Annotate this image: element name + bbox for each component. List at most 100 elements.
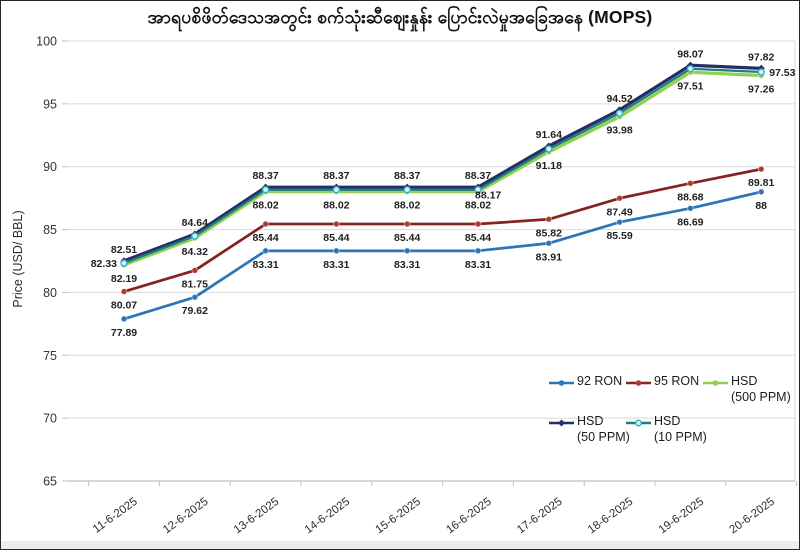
- data-point-marker: [261, 186, 270, 194]
- data-point-marker: [191, 232, 199, 240]
- data-point-marker: [687, 180, 694, 187]
- x-tick-label: 12-6-2025: [161, 496, 210, 537]
- data-point-marker: [757, 188, 765, 196]
- x-tick-label: 17-6-2025: [515, 496, 564, 537]
- legend-label: HSD: [577, 414, 604, 429]
- data-labels-hsd-50-ppm: 82.51 84.64 88.37 88.37 88.37 88.37 91.64 94.52…: [111, 48, 775, 256]
- y-tick-label: 85: [43, 223, 57, 237]
- data-point-marker: [545, 215, 553, 223]
- data-point-marker: [191, 293, 199, 301]
- x-tick-label: 13-6-2025: [232, 496, 281, 537]
- series-line-95-ron: [122, 167, 763, 293]
- data-point-marker: [474, 247, 482, 255]
- legend-sublabel: (50 PPM): [577, 429, 630, 444]
- data-point-marker: [403, 247, 411, 255]
- data-point-marker: [333, 220, 340, 228]
- data-point-marker: [262, 247, 269, 255]
- data-point-marker: [120, 315, 128, 323]
- data-label: 97.51: [677, 80, 703, 92]
- x-tick-label: 11-6-2025: [91, 496, 140, 536]
- series-line-hsd-500-ppm: [122, 70, 763, 267]
- data-label: 85.44: [394, 232, 420, 244]
- data-label: 88.17: [475, 190, 501, 202]
- y-axis-ticks: 65 70 75 80 85 90 95 100: [36, 35, 67, 489]
- data-label: 97.82: [748, 51, 774, 63]
- data-labels-92-ron: 77.89 79.62 83.31 83.31 83.31 83.31 83.91 85.59…: [111, 200, 767, 339]
- data-label: 81.75: [182, 278, 208, 290]
- x-tick-label: 18-6-2025: [586, 496, 635, 537]
- data-point-marker: [615, 109, 624, 117]
- gridlines: [67, 40, 796, 481]
- legend-marker-92-ron: [549, 380, 574, 386]
- x-tick-label: 20-6-2025: [727, 496, 776, 537]
- legend-item-hsd-10-ppm: HSD (10 PPM): [626, 414, 707, 445]
- legend-label: 95 RON: [654, 374, 700, 388]
- data-label: 97.53: [769, 67, 795, 79]
- y-tick-label: 80: [43, 286, 57, 300]
- x-tick-label: 15-6-2025: [373, 496, 422, 537]
- x-tick-label: 19-6-2025: [657, 496, 706, 537]
- data-point-marker: [616, 218, 623, 226]
- data-label: 98.07: [677, 48, 703, 60]
- series-hsd-50-ppm: [120, 61, 765, 265]
- data-label: 83.31: [252, 259, 278, 271]
- data-point-marker: [686, 65, 695, 73]
- data-label: 82.19: [111, 273, 137, 285]
- data-label: 83.31: [394, 259, 420, 271]
- chart-legend: 92 RON 95 RON HSD (500 PPM) HSD (50 PPM) HSD (1…: [549, 374, 791, 455]
- data-label: 88.68: [677, 191, 703, 203]
- data-point-marker: [333, 247, 340, 255]
- data-label: 94.52: [606, 93, 632, 105]
- data-label: 88.02: [394, 200, 420, 212]
- data-label: 88.37: [323, 170, 349, 182]
- data-point-marker: [687, 205, 694, 212]
- bottom-strip: [1, 541, 799, 549]
- data-point-marker: [545, 239, 553, 247]
- data-label: 86.69: [677, 216, 703, 228]
- y-tick-label: 90: [43, 160, 57, 174]
- data-label: 83.31: [465, 259, 491, 271]
- data-point-marker: [262, 220, 269, 228]
- legend-label: HSD: [654, 414, 681, 429]
- legend-label: HSD: [731, 374, 758, 388]
- series-hsd-10-ppm: [120, 65, 765, 267]
- data-labels-hsd-500-ppm: 82.19 84.32 88.02 88.02 88.02 88.02 91.18 93.98…: [111, 80, 775, 285]
- data-point-marker: [403, 186, 411, 194]
- legend-item-95-ron: 95 RON: [626, 374, 703, 405]
- data-point-marker: [545, 145, 553, 153]
- y-tick-label: 75: [43, 349, 57, 363]
- data-label: 83.91: [536, 251, 562, 263]
- data-label: 88.37: [394, 170, 420, 182]
- data-label: 97.26: [748, 83, 774, 95]
- data-label: 80.07: [111, 300, 137, 312]
- data-label: 88.02: [323, 200, 349, 212]
- series-line-92-ron: [122, 190, 763, 321]
- data-label: 93.98: [606, 125, 632, 137]
- data-label: 89.81: [748, 177, 774, 189]
- series-line-hsd-50-ppm: [122, 63, 763, 263]
- legend-item-92-ron: 92 RON: [549, 374, 626, 405]
- data-point-marker: [120, 259, 128, 267]
- data-point-marker: [474, 186, 482, 194]
- data-label: 87.49: [606, 206, 632, 218]
- legend-marker-95-ron: [626, 380, 651, 386]
- data-point-marker: [191, 267, 199, 274]
- data-point-marker: [474, 220, 482, 228]
- data-label: 82.33: [91, 258, 117, 270]
- series-line-hsd-10-ppm: [122, 67, 763, 265]
- data-point-marker: [757, 68, 765, 76]
- data-label: 79.62: [182, 305, 208, 317]
- data-labels-hsd-10-ppm: 82.33 88.17 97.53: [91, 67, 796, 270]
- data-label: 82.51: [111, 244, 137, 256]
- x-axis-labels: 11-6-2025 12-6-2025 13-6-2025 14-6-2025 15-6…: [88, 481, 798, 537]
- series-95-ron: [120, 165, 765, 295]
- legend-marker-hsd-10-ppm: [626, 419, 651, 427]
- legend-sublabel: (500 PPM): [731, 389, 791, 404]
- data-point-marker: [332, 186, 341, 194]
- data-point-marker: [757, 165, 765, 173]
- data-label: 85.82: [536, 227, 562, 239]
- data-label: 85.44: [323, 232, 349, 244]
- legend-marker-hsd-500-ppm: [703, 380, 728, 386]
